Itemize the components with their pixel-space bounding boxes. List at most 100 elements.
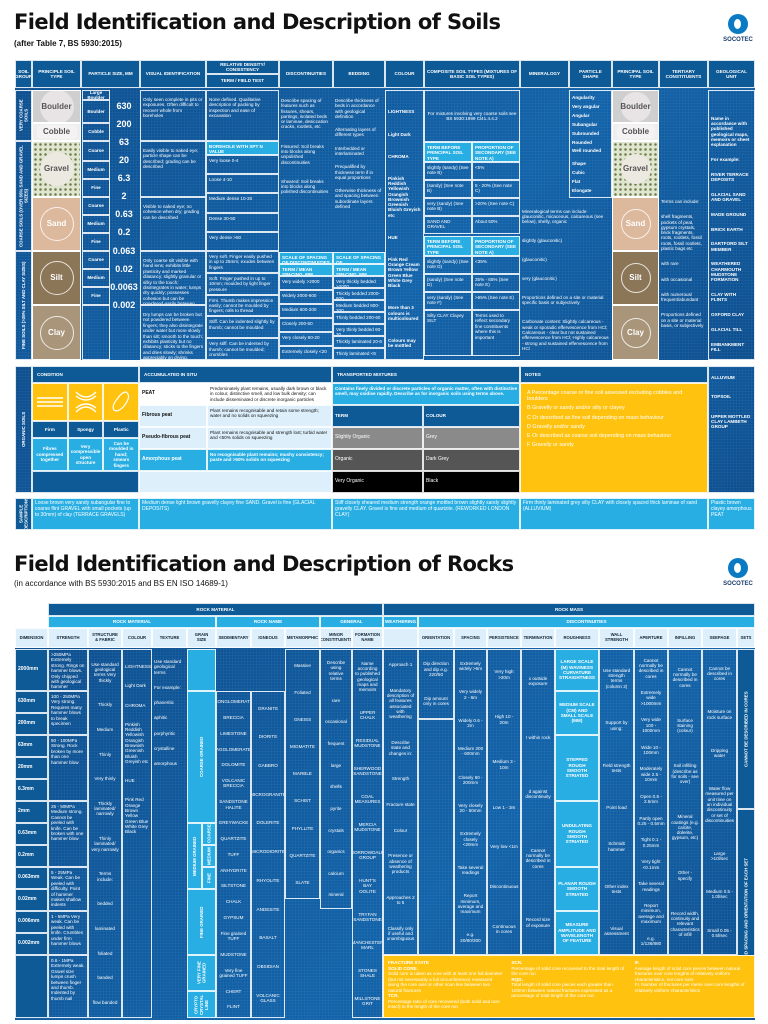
- mineralogy-list-item: slightly (glauconitic): [522, 238, 563, 244]
- formation-list-item: HUNT'S BAY OOLITE: [359, 878, 376, 894]
- aperture-list: Cannot normally be described in cores Ext…: [634, 649, 668, 955]
- header-14: GEOLOGICAL UNIT: [708, 60, 755, 88]
- dimension-row: 0.006mm: [15, 911, 48, 933]
- roughness-cell: STEPPED ROUGH SMOOTH STRIATED: [555, 735, 599, 801]
- particle-size-value: 2: [121, 191, 127, 201]
- orientation-list: Dip direction and dip e.g. 220/50 Dip amo…: [418, 649, 454, 719]
- geological-list-item: EMBANKMENT FILL: [711, 341, 745, 352]
- geological-list-item: RIVER TERRACE DEPOSITS: [711, 171, 749, 182]
- structure-list-item: Thickly laminated/ narrowly: [94, 800, 116, 817]
- sample-description: Stiff closely sheared medium strength or…: [332, 498, 520, 530]
- grain-coarse: COARSE GRAINED: [187, 691, 216, 823]
- composite-term: very (sandy) (See note F): [424, 292, 472, 310]
- visual-identification: Dry lumps can be broken but not powdered…: [140, 305, 206, 360]
- peat-desc: No recognisable plant remains; mushy con…: [207, 449, 332, 471]
- persistence-list-item: Very high >20m: [494, 669, 514, 680]
- formation-list-item: BORROWDALE GROUP: [352, 850, 383, 861]
- formation-list-item: STONES SHALE: [358, 967, 377, 978]
- notes-box: FRACTURE STATE SOLID CORE. Solid core is t…: [383, 955, 755, 1018]
- soil-type-label: Sand: [620, 209, 651, 239]
- rock-colour-list-item: HUE: [125, 778, 135, 784]
- structure-list-item: foliated: [97, 950, 113, 956]
- column-header-19: INFILLING: [668, 628, 702, 648]
- infilling-list: Cannot normally be described in cores Sur…: [668, 649, 702, 955]
- structure-list-item: flow banded: [92, 1000, 118, 1005]
- strength-cell: 5 - 25MPa Weak. Can be peeled with diffi…: [48, 867, 88, 911]
- sedimentary-list-item: CHALK: [225, 899, 242, 905]
- composite-term: very (sandy) (See note B): [424, 198, 472, 216]
- colour-list-item: Pink Red Orange Cream Brown Yellow Green…: [388, 256, 420, 289]
- column-header-13: SPACING: [454, 628, 487, 648]
- persistence-list: Very high >20m High 10 - 20m Medium 3 - 10…: [487, 649, 521, 955]
- peat-desc: Predominately plant remains, usually dar…: [207, 383, 332, 405]
- strength-cell: 0.6 - 1MPa Extremely weak. Gravel size l…: [48, 955, 88, 1018]
- notes-header: NOTES: [520, 366, 708, 383]
- header-10: MINERALOGY: [520, 60, 569, 88]
- column-header-12: ORIENTATION: [418, 628, 454, 648]
- metamorphic-list-item: SCHIST: [294, 798, 311, 804]
- structure-list-item: Very thinly: [94, 776, 116, 782]
- density-term: Very dense >50: [206, 231, 279, 251]
- visual-identification: Only seen complete in pits or exposures.…: [140, 90, 206, 141]
- soil-image-right: Gravel: [612, 141, 659, 197]
- igneous-list-item: GABBRO: [258, 763, 278, 769]
- igneous-list-item: DIORITE: [258, 734, 278, 740]
- density-term: Loose 4-10: [206, 174, 279, 194]
- soil-image-right: Boulder: [612, 90, 659, 123]
- bedding-text-item: Otherwise thickness of and spacing betwe…: [335, 188, 382, 209]
- column-header-11: [383, 628, 418, 648]
- peat-desc: Plant remains recognisable and strength …: [207, 427, 332, 449]
- bed-scale-row: Very thinly bedded 60-20: [333, 324, 385, 336]
- notes-list-item: F Gravelly or sandy: [527, 442, 574, 449]
- spacing-list-item: Extremely widely >6m: [458, 660, 483, 672]
- size-term: Coarse: [82, 141, 110, 161]
- minor-list-item: occasional: [325, 719, 347, 725]
- mineralogy-list-item: Carbonate content: Slightly calcareous -…: [522, 319, 609, 351]
- geological-list-item: CLAY WITH FLINTS: [711, 291, 737, 303]
- grain-medium-sub: FINE: [202, 867, 216, 889]
- aperture-list-item: Report minimum, average and maximum: [638, 903, 664, 924]
- tertiary-list-item: with numerous/ frequent/abundant: [661, 291, 699, 303]
- aperture-list-item: Take several readings: [638, 881, 664, 892]
- particle-size-value: 630: [116, 101, 132, 111]
- composite-term: (sandy) (See note B): [424, 180, 472, 198]
- spongy-icon: [67, 383, 104, 421]
- weathering-list-item: Presence or absence of weathering produc…: [388, 853, 413, 875]
- spacing-list-item: Report minimum, average and maximum: [457, 893, 484, 915]
- size-term: Fine: [82, 179, 110, 197]
- spt-header: BOREHOLE WITH SPT N VALUE: [206, 141, 279, 155]
- geological-organic-list-item: TOPSOIL: [711, 394, 732, 400]
- column-header-6: SEDIMENTARY: [216, 628, 251, 648]
- dimension-row: 0.02mm: [15, 889, 48, 911]
- sedimentary-list-item: MUDSTONE: [220, 951, 247, 957]
- composite-term: slightly (sandy) (See note B): [424, 162, 472, 180]
- termination-list-item: x outside exposure: [528, 676, 548, 687]
- wall-strength-list-item: Point load: [606, 804, 627, 810]
- header-13: TERTIARY CONSTITUENTS: [659, 60, 708, 88]
- note-text: Total length of solid core pieces each g…: [511, 982, 613, 998]
- structure-list-item: bedded: [97, 901, 113, 907]
- structure-list-item: Thickly: [97, 702, 113, 708]
- condition-blank: [32, 471, 139, 493]
- note-text: RQD.: [511, 976, 523, 982]
- formation-list-item: UPPER CHALK: [359, 709, 376, 721]
- transported-colour-header: COLOUR: [423, 405, 520, 427]
- texture-list-item: porphyritic: [154, 730, 176, 736]
- disc-scale-row: Medium 600-200: [279, 304, 333, 318]
- weathering-list-item: Describe state and changes in:: [388, 740, 413, 756]
- sedimentary-list-item: QUARTZITE: [220, 836, 247, 842]
- infilling-list-item: Mineral coatings (e.g. calcite, dolerite…: [671, 814, 699, 841]
- column-header-0: DIMENSION: [15, 628, 48, 648]
- header-0: SOIL GROUP: [15, 60, 32, 88]
- bed-scale-row: Medium bedded 600-200: [333, 300, 385, 312]
- particle-size-value: 0.063: [112, 246, 136, 256]
- column-header-7: IGNEOUS: [251, 628, 285, 648]
- soil-type-label: Sand: [39, 207, 74, 241]
- composite-term: SAND AND GRAVEL: [424, 216, 472, 234]
- soil-type-label: Silt: [620, 263, 651, 293]
- texture-list-item: crystalline: [154, 745, 175, 751]
- formation-list-item: COAL MEASURES: [354, 794, 381, 805]
- subgroup-header: ROCK MATERIAL: [48, 616, 216, 628]
- igneous-list-item: DOLERITE: [256, 820, 280, 826]
- strength-cell: 50 - 100MPa Strong. Rock broken by more …: [48, 735, 88, 801]
